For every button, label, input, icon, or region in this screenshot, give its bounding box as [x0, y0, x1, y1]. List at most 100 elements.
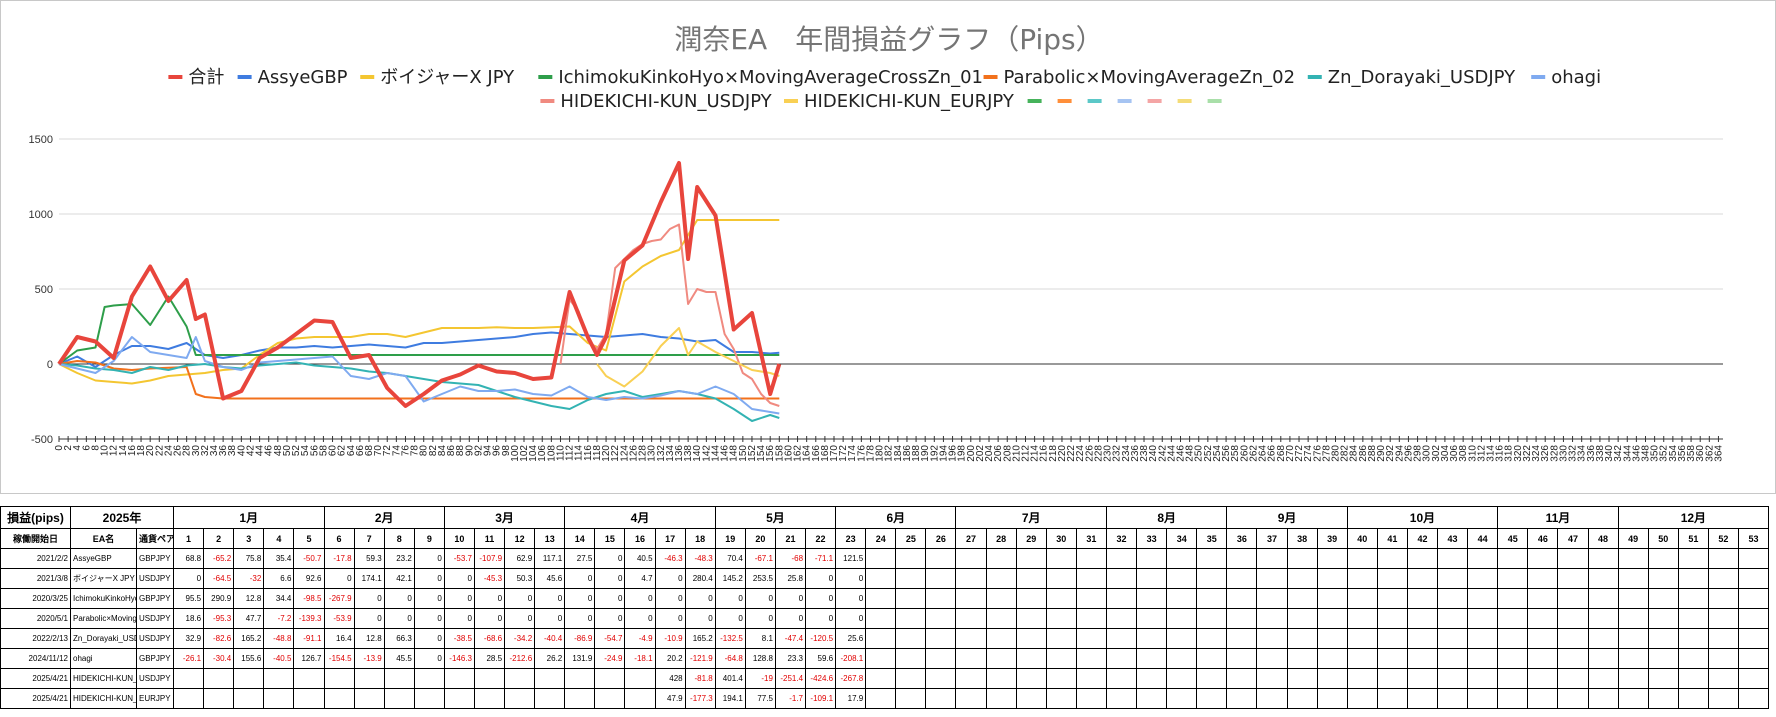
cell-start-date: 2020/5/1 [0, 608, 71, 629]
x-tick-label: 6 [81, 445, 92, 451]
cell-week-value [203, 668, 235, 689]
cell-week-value: -13.9 [353, 648, 385, 669]
cell-week-value: 0 [714, 608, 746, 629]
x-tick-label: 178 [865, 445, 876, 462]
legend-label: Parabolic×MovingAverageZn_02 [1004, 67, 1296, 88]
x-tick-label: 116 [583, 445, 594, 461]
cell-week-value: 280.4 [684, 568, 716, 589]
cell-week-value: -86.9 [564, 628, 596, 649]
cell-week-value [173, 668, 205, 689]
cell-week-value [1196, 688, 1228, 709]
x-tick-label: 190 [920, 445, 931, 462]
cell-week-value [1677, 548, 1709, 569]
cell-week-value: 4.7 [624, 568, 656, 589]
cell-week-value [1527, 588, 1559, 609]
x-tick-label: 286 [1358, 445, 1369, 462]
series-line [58, 361, 780, 422]
cell-week-value [895, 588, 927, 609]
cell-week-value [1707, 648, 1739, 669]
cell-week-value: 0 [744, 588, 776, 609]
cell-week-value [1467, 608, 1499, 629]
cell-week-value [1527, 548, 1559, 569]
x-tick-label: 28 [182, 445, 193, 457]
cell-week-value: 0 [594, 548, 626, 569]
cell-week-value: 66.3 [383, 628, 415, 649]
cell-week-value [1677, 588, 1709, 609]
cell-week-value: -177.3 [684, 688, 716, 709]
cell-week-value [1105, 668, 1138, 689]
cell-week-value [1226, 648, 1258, 669]
cell-week-value [564, 668, 596, 689]
cell-week-value [1647, 648, 1679, 669]
x-tick-label: 196 [948, 445, 959, 462]
cell-week-value: 0 [413, 648, 445, 669]
cell-week-value [1707, 608, 1739, 629]
x-tick-label: 308 [1458, 445, 1469, 462]
cell-week-value [1557, 588, 1589, 609]
cell-pair: USDJPY [135, 628, 175, 649]
x-tick-label: 76 [400, 445, 411, 457]
cell-week-value [1587, 568, 1619, 589]
header-week: 5 [293, 528, 325, 549]
legend-label: AssyeGBP [258, 67, 348, 88]
cell-week-value [1196, 628, 1228, 649]
x-tick-label: 74 [391, 445, 402, 457]
x-tick-label: 152 [747, 445, 758, 462]
cell-week-value [1527, 628, 1559, 649]
cell-week-value [865, 548, 897, 569]
cell-week-value [1376, 688, 1408, 709]
cell-week-value [1497, 648, 1529, 669]
cell-week-value [293, 688, 325, 709]
cell-week-value [534, 688, 566, 709]
cell-week-value: 165.2 [684, 628, 716, 649]
cell-week-value [1376, 668, 1408, 689]
cell-week-value [1075, 588, 1107, 609]
cell-week-value [1737, 648, 1770, 669]
x-tick-label: 144 [710, 445, 721, 462]
cell-week-value [1617, 548, 1649, 569]
cell-week-value [1587, 548, 1619, 569]
cell-week-value: 47.9 [654, 688, 686, 709]
cell-week-value [1497, 588, 1529, 609]
cell-week-value: -17.8 [323, 548, 355, 569]
x-tick-label: 246 [1175, 445, 1186, 462]
cell-week-value: 62.9 [504, 548, 536, 569]
cell-ea-name: HIDEKICHI-KUN_U [70, 668, 137, 689]
cell-week-value [1707, 568, 1739, 589]
x-tick-label: 136 [674, 445, 685, 462]
cell-week-value: -120.5 [805, 628, 837, 649]
x-tick-label: 72 [382, 445, 393, 457]
cell-week-value [1467, 548, 1499, 569]
x-tick-label: 100 [510, 445, 521, 462]
cell-week-value: 40.5 [624, 548, 656, 569]
cell-week-value: -1.7 [774, 688, 807, 709]
cell-week-value [1587, 588, 1619, 609]
cell-week-value [1737, 568, 1770, 589]
cell-week-value [1346, 588, 1378, 609]
cell-week-value: 0 [684, 588, 716, 609]
x-tick-label: 108 [546, 445, 557, 462]
cell-pair: USDJPY [135, 608, 175, 629]
cell-week-value: 47.7 [233, 608, 265, 629]
cell-week-value: 0 [624, 588, 656, 609]
cell-week-value: -26.1 [173, 648, 205, 669]
table-row: 2020/3/25 IchimokuKinkoHyo GBPJPY 95.5 290.9… [0, 588, 1770, 609]
cell-week-value [1316, 608, 1348, 629]
cell-week-value [504, 668, 536, 689]
x-tick-label: 154 [756, 445, 767, 462]
header-month: 9月 [1226, 506, 1348, 529]
cell-week-value [1497, 628, 1529, 649]
x-tick-label: 46 [264, 445, 275, 457]
x-tick-label: 38 [227, 445, 238, 457]
x-tick-label: 260 [1239, 445, 1250, 462]
header-start-date: 稼働開始日 [0, 528, 71, 549]
header-month: 7月 [955, 506, 1107, 529]
cell-week-value: 0 [835, 608, 867, 629]
cell-week-value [1136, 688, 1168, 709]
cell-week-value: 131.9 [564, 648, 596, 669]
header-week: 35 [1196, 528, 1228, 549]
cell-week-value [985, 548, 1017, 569]
cell-week-value [1346, 548, 1378, 569]
x-tick-label: 184 [893, 445, 904, 462]
x-tick-label: 120 [601, 445, 612, 462]
